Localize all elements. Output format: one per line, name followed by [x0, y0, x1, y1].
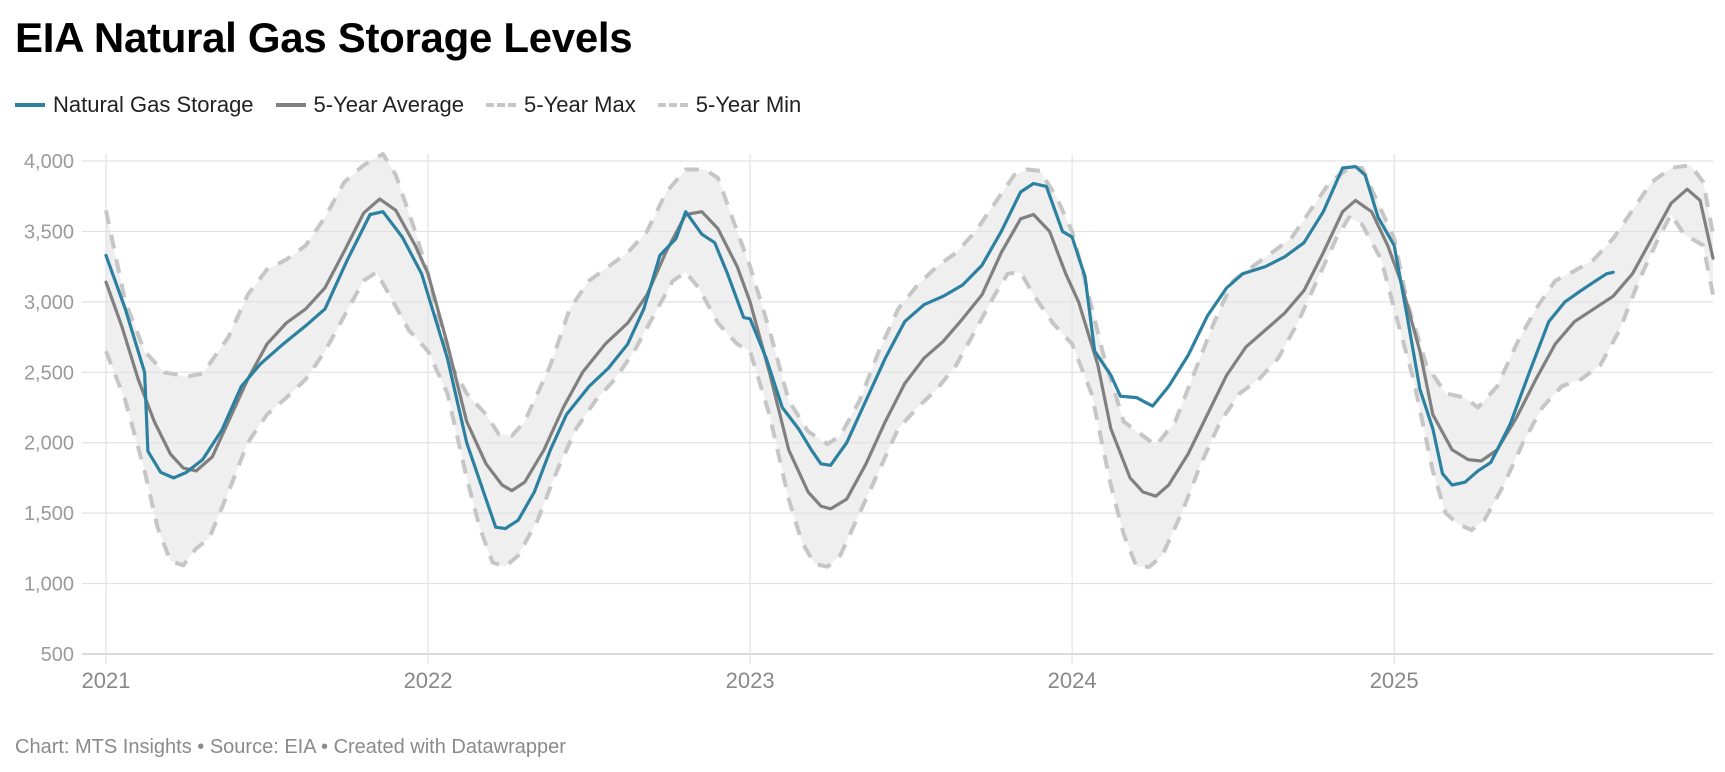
- y-tick-label: 4,000: [24, 151, 74, 173]
- x-axis-ticks: 2021 2022 2023 2024 2025: [82, 668, 1419, 693]
- y-axis-ticks: 4,000 3,500 3,000 2,500 2,000 1,500 1,000 500: [24, 151, 74, 666]
- legend-swatch-max: [486, 103, 517, 107]
- line-chart: 4,000 3,500 3,000 2,500 2,000 1,500 1,000 500 2…: [24, 151, 1715, 693]
- legend-item-5-year-min: 5-Year Min: [657, 92, 802, 118]
- x-tick-label: 2021: [82, 668, 131, 693]
- series-line-5-year-max: [104, 152, 1715, 448]
- chart-series: [104, 152, 1715, 569]
- legend-label-min: 5-Year Min: [695, 92, 802, 117]
- y-tick-label: 2,000: [24, 433, 74, 455]
- x-tick-label: 2024: [1048, 668, 1097, 693]
- y-tick-label: 2,500: [24, 362, 74, 384]
- legend-swatch-storage: [15, 103, 45, 107]
- legend-item-natural-gas-storage: Natural Gas Storage: [15, 92, 254, 118]
- legend-label-storage: Natural Gas Storage: [53, 92, 254, 117]
- x-tick-label: 2023: [726, 668, 775, 693]
- y-tick-label: 1,500: [24, 503, 74, 525]
- legend-item-5-year-average: 5-Year Average: [275, 92, 465, 118]
- range-band: [106, 154, 1713, 567]
- x-tick-label: 2022: [404, 668, 453, 693]
- y-tick-label: 1,000: [24, 574, 74, 596]
- chart-footer: Chart: MTS Insights • Source: EIA • Crea…: [15, 736, 566, 758]
- series-line-5-year-min: [104, 212, 1715, 569]
- y-tick-label: 3,500: [24, 221, 74, 243]
- legend-item-5-year-max: 5-Year Max: [486, 92, 636, 118]
- chart-legend: Natural Gas Storage 5-Year Average 5-Yea…: [15, 92, 801, 118]
- y-tick-label: 500: [41, 644, 74, 666]
- legend-label-max: 5-Year Max: [524, 92, 636, 117]
- series-line-5-year-average: [104, 187, 1715, 511]
- series-line-natural-gas-storage: [104, 165, 1615, 531]
- legend-swatch-min: [657, 103, 688, 107]
- x-tick-label: 2025: [1370, 668, 1419, 693]
- legend-label-average: 5-Year Average: [313, 92, 465, 117]
- legend-swatch-average: [275, 103, 306, 107]
- min-max-band: [106, 154, 1713, 567]
- y-tick-label: 3,000: [24, 292, 74, 314]
- chart-title: EIA Natural Gas Storage Levels: [15, 14, 633, 61]
